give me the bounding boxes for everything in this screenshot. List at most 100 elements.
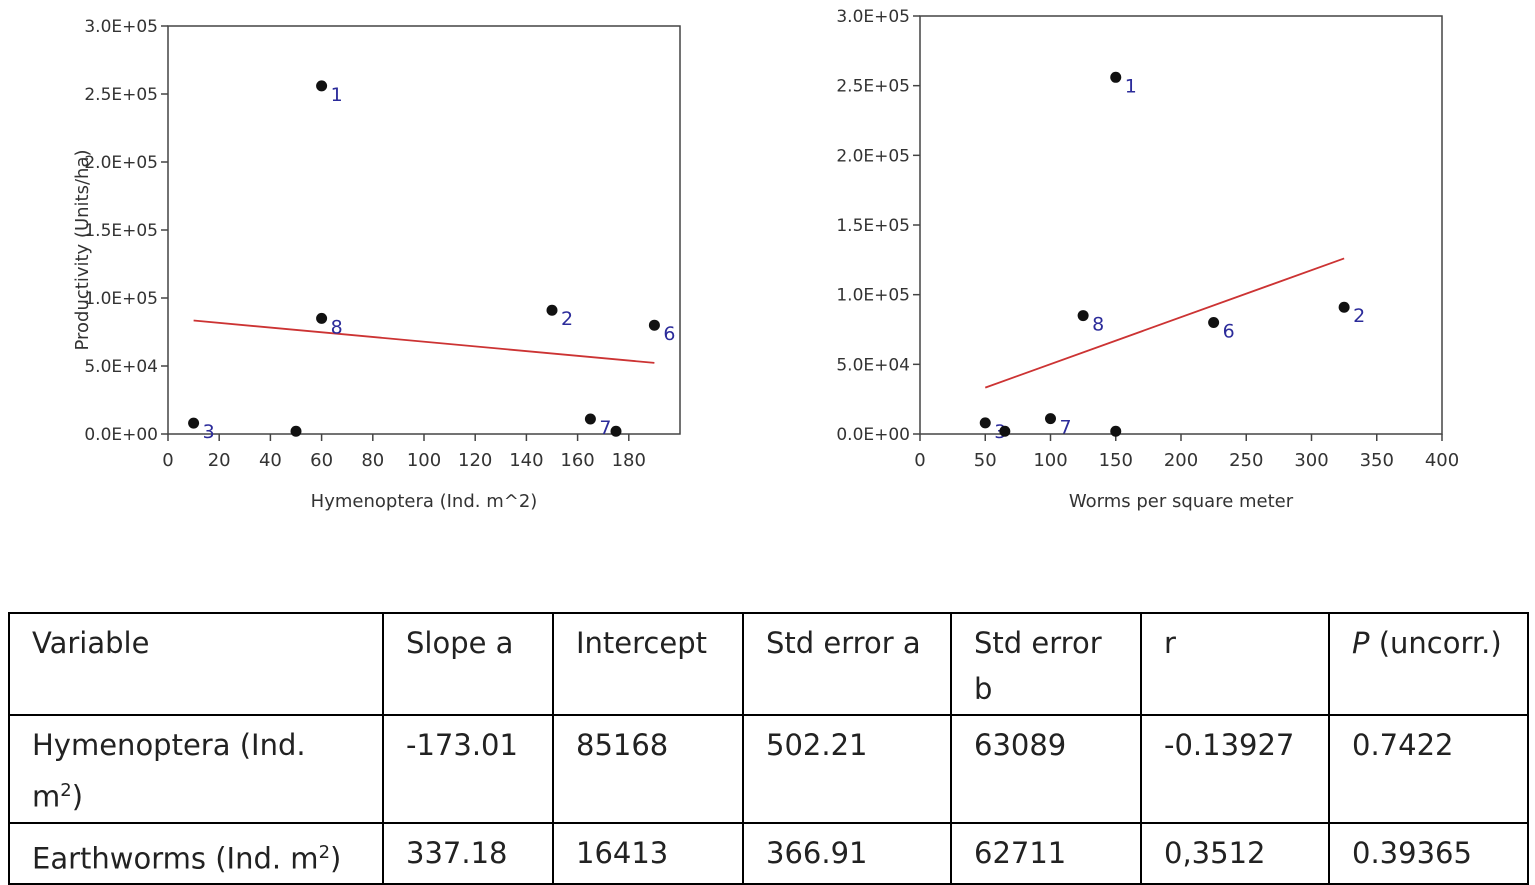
data-point — [584, 413, 596, 425]
data-point — [546, 304, 558, 316]
data-point — [999, 425, 1011, 437]
y-tick-label: 2.5E+05 — [84, 85, 158, 105]
point-label: 1 — [331, 84, 343, 106]
point-label: 8 — [331, 316, 343, 338]
header-r: r — [1140, 612, 1330, 716]
cell-std-error-a: 502.21 — [742, 714, 952, 824]
y-tick-label: 1.0E+05 — [836, 286, 910, 306]
x-tick-label: 300 — [1294, 450, 1328, 471]
x-tick-label: 20 — [208, 450, 231, 471]
header-slope: Slope a — [382, 612, 554, 716]
cell-intercept: 16413 — [552, 821, 744, 885]
point-label: 7 — [1060, 417, 1072, 439]
x-tick-label: 200 — [1164, 450, 1198, 471]
x-tick-label: 100 — [1033, 450, 1067, 471]
y-tick-label: 1.5E+05 — [84, 221, 158, 241]
data-point — [648, 319, 660, 331]
y-tick-label: 5.0E+04 — [836, 355, 910, 375]
table-header-row: Variable Slope a Intercept Std error a S… — [8, 612, 1529, 716]
point-label: 1 — [1125, 75, 1137, 97]
data-point — [316, 80, 328, 92]
cell-variable-suffix: ) — [330, 841, 342, 876]
header-variable: Variable — [8, 612, 384, 716]
x-tick-label: 250 — [1229, 450, 1263, 471]
x-tick-label: 100 — [407, 450, 441, 471]
x-axis-label: Worms per square meter — [1069, 491, 1294, 512]
cell-slope: 337.18 — [382, 821, 554, 885]
y-axis-label: Productivity (Units/ha) — [72, 150, 93, 351]
x-tick-label: 140 — [509, 450, 543, 471]
y-tick-label: 2.0E+05 — [836, 146, 910, 166]
cell-p: 0.39365 — [1328, 821, 1529, 885]
data-point — [1338, 301, 1350, 313]
table-row: Earthworms (Ind. m2) 337.18 16413 366.91… — [8, 821, 1529, 885]
data-point — [1077, 310, 1089, 322]
x-axis-label: Hymenoptera (Ind. m^2) — [311, 491, 538, 512]
cell-r: 0,3512 — [1140, 821, 1330, 885]
data-point — [316, 312, 328, 324]
y-tick-label: 0.0E+00 — [84, 425, 158, 445]
point-label: 3 — [203, 421, 215, 443]
charts-area: 0.0E+00 5.0E+04 1.0E+05 1.5E+05 2.0E+05 2.5E+… — [72, 7, 1459, 512]
cell-std-error-b: 63089 — [950, 714, 1142, 824]
x-tick-label: 120 — [458, 450, 492, 471]
cell-std-error-a: 366.91 — [742, 821, 952, 885]
x-tick-label: 60 — [310, 450, 333, 471]
y-tick-label: 1.0E+05 — [84, 289, 158, 309]
cell-variable-sup: 2 — [60, 780, 72, 801]
cell-variable: Earthworms (Ind. m2) — [8, 821, 384, 885]
header-p-rest: (uncorr.) — [1369, 626, 1502, 660]
y-tick-label: 3.0E+05 — [836, 7, 910, 27]
regression-line — [984, 257, 1345, 389]
regression-line — [193, 319, 655, 364]
data-point — [188, 417, 200, 429]
x-tick-label: 400 — [1425, 450, 1459, 471]
header-p: P (uncorr.) — [1328, 612, 1529, 716]
x-tick-label: 160 — [560, 450, 594, 471]
x-tick-label: 0 — [162, 450, 173, 471]
table-row: Hymenoptera (Ind. m2) -173.01 85168 502.… — [8, 714, 1529, 824]
x-tick-label: 180 — [612, 450, 646, 471]
header-p-italic: P — [1352, 626, 1370, 660]
cell-variable-suffix: ) — [71, 779, 84, 814]
data-point — [1110, 71, 1122, 83]
regression-table: Variable Slope a Intercept Std error a S… — [8, 612, 1529, 885]
point-label: 7 — [599, 417, 611, 439]
data-point — [1208, 317, 1220, 329]
y-tick-label: 2.5E+05 — [836, 77, 910, 97]
y-tick-label: 2.0E+05 — [84, 153, 158, 173]
cell-variable-text: Earthworms (Ind. m — [32, 841, 319, 876]
x-tick-label: 40 — [259, 450, 282, 471]
data-point — [610, 425, 622, 437]
y-tick-label: 3.0E+05 — [84, 17, 158, 37]
cell-p: 0.7422 — [1328, 714, 1529, 824]
data-point — [979, 417, 991, 429]
point-label: 8 — [1092, 314, 1104, 336]
x-tick-label: 350 — [1360, 450, 1394, 471]
plot-frame — [167, 25, 681, 435]
cell-variable-text: Hymenoptera (Ind. m — [32, 728, 306, 814]
x-tick-label: 50 — [974, 450, 997, 471]
header-std-error-b: Std error b — [950, 612, 1142, 716]
cell-std-error-b: 62711 — [950, 821, 1142, 885]
x-tick-label: 150 — [1099, 450, 1133, 471]
data-point — [1110, 425, 1122, 437]
header-std-error-a: Std error a — [742, 612, 952, 716]
cell-slope: -173.01 — [382, 714, 554, 824]
x-tick-label: 0 — [914, 450, 925, 471]
point-label: 6 — [663, 323, 675, 345]
cell-intercept: 85168 — [552, 714, 744, 824]
data-point — [290, 425, 302, 437]
plot-frame — [919, 15, 1443, 435]
y-tick-label: 5.0E+04 — [84, 357, 158, 377]
header-intercept: Intercept — [552, 612, 744, 716]
data-point — [1045, 413, 1056, 425]
point-label: 6 — [1223, 321, 1235, 343]
y-tick-label: 1.5E+05 — [836, 216, 910, 236]
cell-r: -0.13927 — [1140, 714, 1330, 824]
x-tick-label: 80 — [361, 450, 384, 471]
point-label: 2 — [561, 308, 573, 330]
cell-variable-sup: 2 — [318, 841, 331, 863]
y-tick-label: 0.0E+00 — [836, 425, 910, 445]
cell-variable: Hymenoptera (Ind. m2) — [8, 714, 384, 824]
